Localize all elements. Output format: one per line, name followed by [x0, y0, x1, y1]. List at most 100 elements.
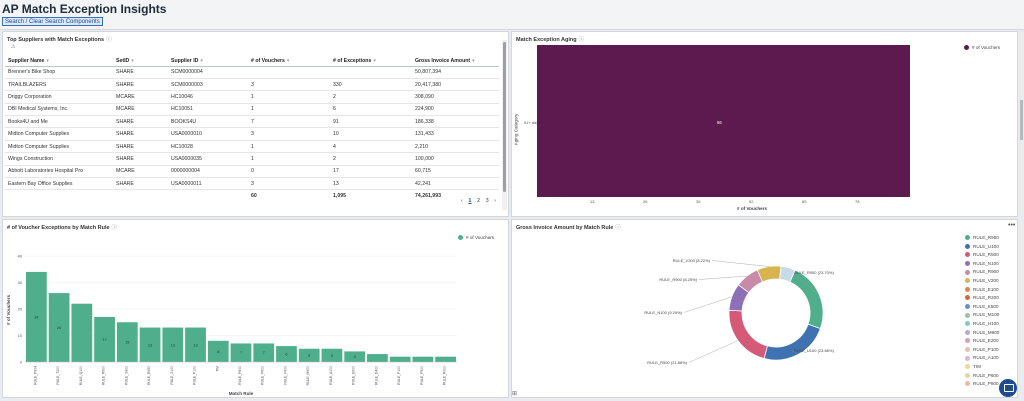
x-tick-label: RULE_S900: [124, 366, 128, 385]
bar[interactable]: [230, 343, 252, 362]
bar[interactable]: [139, 327, 161, 362]
bar[interactable]: [185, 327, 206, 362]
legend-item[interactable]: RULE_A100: [965, 355, 999, 361]
info-icon[interactable]: ⓘ: [578, 37, 585, 43]
legend-item[interactable]: RULE_E200: [965, 338, 999, 344]
bar[interactable]: [344, 351, 366, 362]
bar[interactable]: [412, 356, 434, 362]
legend-item[interactable]: RULE_K500: [965, 304, 999, 310]
legend-item[interactable]: RULE_M100: [965, 312, 999, 318]
col-gross-amount[interactable]: Gross Invoice Amount ▾: [412, 56, 499, 67]
legend-item[interactable]: RULE_R950: [965, 235, 999, 241]
table-cell: BOOKS4U: [168, 115, 248, 129]
bar[interactable]: [367, 354, 388, 362]
bar[interactable]: [162, 327, 184, 362]
legend-item[interactable]: TIM: [965, 364, 981, 370]
col-vouchers[interactable]: # of Vouchers ▾: [248, 56, 330, 67]
table-row[interactable]: Eastern Bay Office Supplies SHARE USA00000…: [5, 177, 499, 191]
bar[interactable]: [253, 343, 275, 362]
table-cell: 2: [330, 152, 412, 166]
donut-slice[interactable]: [779, 265, 796, 283]
table-row[interactable]: TRAILBLAZERS SHARE SCM0000003 3 330 20,417,38…: [5, 78, 499, 92]
bar[interactable]: [389, 356, 411, 362]
table-row[interactable]: Books4U and Me SHARE BOOKS4U 7 91 186,338: [5, 115, 499, 129]
slice-leader-line: [698, 275, 747, 280]
table-row[interactable]: Midton Computer Supplies SHARE USA0000010 3…: [5, 127, 499, 141]
donut-slice[interactable]: [763, 323, 821, 361]
legend-item[interactable]: RULE_E100: [965, 287, 999, 292]
legend-item[interactable]: RULE_P800: [965, 381, 999, 387]
table-row[interactable]: Brenner's Bike Shop SHARE SCM0000004 50,807…: [5, 66, 499, 79]
legend-swatch: [965, 347, 970, 353]
page-1-link[interactable]: 1: [468, 198, 472, 204]
legend-item[interactable]: RULE_R200: [965, 295, 999, 301]
bar[interactable]: [435, 356, 456, 362]
aging-bar[interactable]: [537, 45, 910, 197]
filter-icon[interactable]: ⚠: [11, 44, 16, 50]
donut-slice[interactable]: [789, 269, 824, 330]
panel-menu-icon[interactable]: •••: [1008, 222, 1016, 229]
donut-panel: Gross Invoice Amount by Match Rule ⓘ RULE…: [511, 219, 1018, 398]
table-row[interactable]: Wings Construction SHARE USA0000035 1 2 100,0…: [5, 152, 499, 166]
info-icon[interactable]: ⓘ: [111, 225, 118, 231]
legend-swatch: [965, 235, 970, 241]
col-exceptions[interactable]: # of Exceptions ▾: [330, 56, 412, 67]
table-cell: 60,715: [412, 165, 499, 179]
search-clear-link[interactable]: Search / Clear Search Components: [2, 17, 103, 26]
bar[interactable]: [116, 322, 138, 362]
bar-value-label: 15: [125, 341, 129, 345]
table-cell: 3: [248, 78, 330, 92]
aging-legend[interactable]: # of Vouchers: [964, 45, 1000, 51]
rule-legend[interactable]: # of Vouchers: [458, 235, 494, 241]
col-supplier-id[interactable]: Supplier ID ▾: [168, 56, 248, 67]
legend-item[interactable]: RULE_H100: [965, 321, 999, 327]
legend-item[interactable]: RULE_U100: [965, 244, 999, 249]
table-cell: 42,241: [412, 177, 499, 191]
legend-item[interactable]: RULE_N100: [965, 261, 999, 267]
table-cell: 2: [330, 90, 412, 104]
bar-value-label: 7: [240, 351, 242, 355]
page-scrollbar[interactable]: [1020, 100, 1023, 140]
table-scrollbar-thumb[interactable]: [503, 42, 506, 192]
table-cell: 91: [330, 115, 412, 129]
table-row[interactable]: Driggy Corporation MCARE HC10046 1 2 308,090: [5, 90, 499, 104]
table-cell: 10: [330, 127, 412, 141]
chat-icon[interactable]: [999, 379, 1017, 397]
col-supplier-name[interactable]: Supplier Name ▾: [5, 56, 113, 67]
bar[interactable]: [71, 303, 93, 362]
table-cell: 4: [330, 140, 412, 154]
x-tick-label: RULE_P904: [33, 366, 37, 385]
table-row[interactable]: Abbott Laboratories Hospital Pro MCARE 000…: [5, 165, 499, 179]
expand-icon[interactable]: ⊞: [512, 391, 518, 397]
info-icon[interactable]: ⓘ: [615, 225, 621, 231]
bar[interactable]: [298, 348, 320, 362]
bar[interactable]: [94, 316, 115, 362]
info-icon[interactable]: ⓘ: [106, 37, 112, 43]
aging-x-tick: 26: [643, 199, 648, 204]
x-tick-label: TIM: [215, 366, 219, 372]
bar[interactable]: [321, 348, 343, 362]
legend-item[interactable]: RULE_P100: [965, 347, 999, 353]
total-cell: [5, 189, 113, 203]
legend-item[interactable]: RULE_V200: [965, 278, 999, 284]
page-3-link[interactable]: 3: [485, 198, 489, 204]
legend-item[interactable]: RULE_P600: [965, 373, 999, 378]
table-row[interactable]: Midton Computer Supplies SHARE HC10028 1 4 2,…: [5, 140, 499, 154]
legend-item[interactable]: RULE_M900: [965, 330, 999, 335]
legend-swatch: [965, 329, 970, 335]
bar[interactable]: [207, 340, 229, 362]
legend-item[interactable]: RULE_R500: [965, 252, 999, 258]
bar[interactable]: [276, 346, 297, 362]
page-2-link[interactable]: 2: [476, 198, 481, 204]
bar[interactable]: [48, 293, 70, 362]
table-row[interactable]: DBI Medical Systems, Inc. MCARE HC10051 1 6 2…: [5, 103, 499, 117]
aging-x-tick: 78: [855, 199, 860, 204]
legend-label: RULE_P800: [973, 381, 999, 387]
table-cell: 1: [248, 152, 330, 166]
prev-page-button[interactable]: ‹: [461, 198, 463, 204]
legend-item[interactable]: RULE_R900: [965, 269, 999, 275]
donut-slice[interactable]: [728, 309, 768, 359]
col-setid[interactable]: SetID ▾: [113, 56, 168, 67]
next-page-button[interactable]: ›: [494, 198, 496, 204]
bar[interactable]: [26, 271, 47, 362]
